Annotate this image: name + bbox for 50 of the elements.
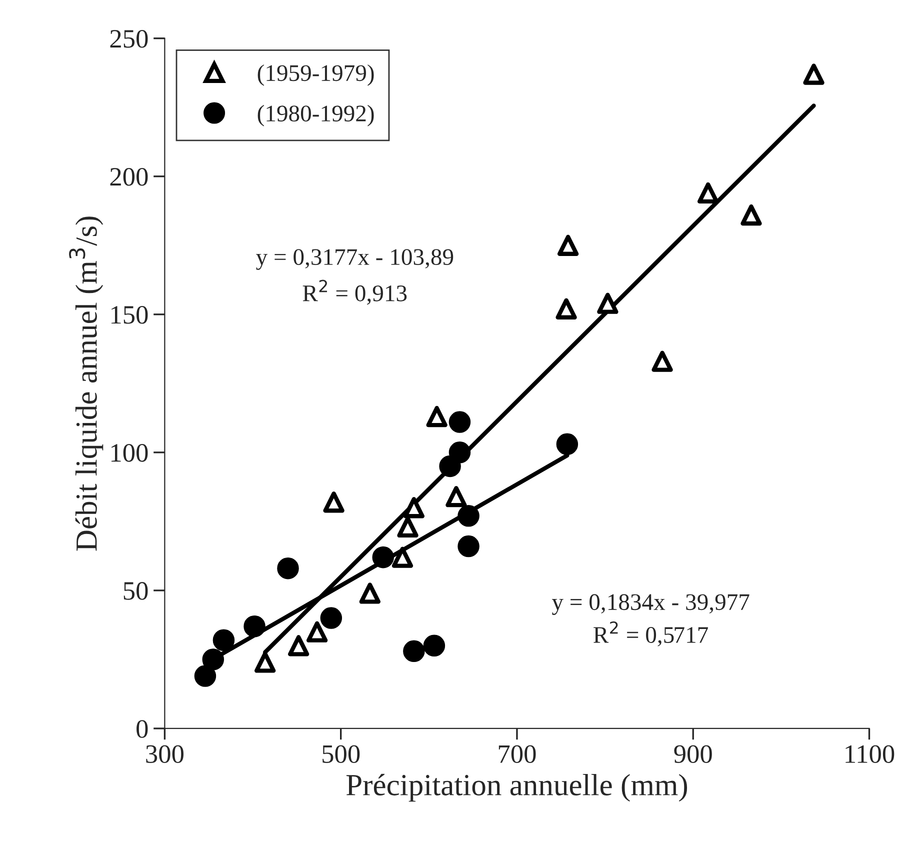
point [392, 546, 414, 568]
legend-label: (1959-1979) [258, 64, 374, 86]
point [458, 505, 480, 527]
point [277, 557, 299, 580]
point [557, 234, 579, 256]
legend-label: (1980-1992) [258, 104, 374, 126]
y-tick-label: 150 [111, 306, 148, 324]
x-tick-label: 1100 [846, 745, 894, 764]
point [697, 182, 719, 204]
point [426, 406, 448, 428]
y-tick-label: 200 [110, 168, 148, 186]
point [556, 433, 578, 456]
point [194, 665, 216, 687]
annotation: y = 0,1834x - 39,977 [552, 594, 750, 615]
point [254, 652, 276, 673]
point [372, 546, 394, 568]
point [403, 640, 425, 662]
point [652, 350, 673, 372]
point [359, 582, 380, 604]
point [397, 516, 418, 538]
x-tick-label: 300 [146, 745, 184, 764]
point [288, 635, 310, 656]
point [740, 204, 762, 226]
point [803, 64, 824, 85]
annotation: y = 0,3177x - 103,89 [256, 249, 454, 270]
y-tick-label: 250 [110, 30, 148, 48]
point [202, 648, 224, 670]
point [458, 535, 480, 558]
y-tick-label: 50 [124, 582, 148, 600]
y-tick-label: 100 [111, 444, 148, 462]
point [320, 607, 342, 629]
x-axis-title: Précipitation annuelle (mm) [346, 774, 688, 802]
y-tick-label: 0 [136, 720, 148, 738]
annotation: R$^{2}$ = 0,5717 [594, 621, 708, 646]
x-tick-label: 700 [498, 745, 536, 764]
point [448, 411, 471, 433]
point [306, 621, 328, 642]
y-axis-title: Débit liquide annuel (m$^{3}$/s) [69, 216, 104, 551]
point [423, 634, 446, 657]
point [244, 615, 266, 638]
x-tick-label: 500 [322, 745, 360, 764]
point [556, 298, 577, 320]
point [597, 292, 618, 314]
point [446, 486, 467, 508]
point [212, 629, 235, 652]
annotation: R$^{2}$ = 0,913 [302, 280, 407, 305]
point [448, 442, 471, 464]
point [403, 497, 425, 518]
x-tick-label: 900 [674, 745, 712, 764]
point [323, 492, 344, 513]
